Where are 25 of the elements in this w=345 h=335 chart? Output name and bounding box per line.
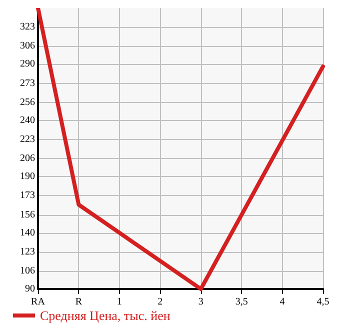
x-tick-label: 1 [116, 296, 122, 308]
y-tick-label: 90 [25, 284, 35, 294]
y-tick-label: 123 [20, 246, 35, 258]
x-tick-label: 2 [158, 296, 163, 308]
x-tick-label: 4 [280, 296, 285, 308]
y-tick-label: 206 [20, 153, 35, 164]
x-tick-label: 3,5 [235, 296, 248, 308]
y-tick-label: 273 [20, 78, 35, 89]
x-tick-label: RA [31, 296, 46, 308]
y-tick-label: 156 [20, 209, 35, 220]
y-tick-label: 223 [20, 134, 35, 146]
y-tick-label: 290 [20, 58, 35, 70]
x-tick-label: 4,5 [316, 296, 330, 308]
y-tick-label: 306 [20, 40, 35, 52]
line-series [36, 8, 325, 291]
x-tick-label: R [75, 296, 82, 308]
y-tick-label: 173 [20, 190, 35, 202]
y-tick-label: 323 [20, 22, 35, 33]
y-tick-label: 240 [20, 114, 35, 126]
y-tick-label: 140 [20, 227, 35, 238]
legend-label: Средняя Цена, тыс. йен [40, 308, 170, 323]
y-tick-label: 256 [20, 96, 35, 108]
y-tick-label: 106 [20, 266, 35, 277]
y-tick-label: 190 [20, 171, 35, 182]
x-tick-label: 3 [198, 296, 204, 308]
